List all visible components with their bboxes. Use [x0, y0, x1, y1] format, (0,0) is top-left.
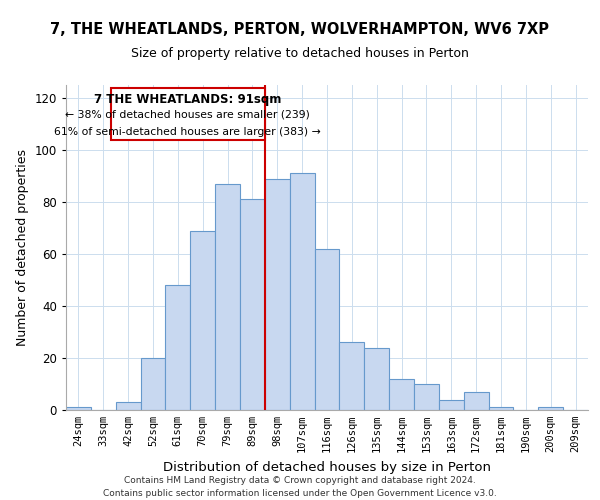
Bar: [439, 400, 464, 410]
Text: Contains public sector information licensed under the Open Government Licence v3: Contains public sector information licen…: [103, 489, 497, 498]
Bar: [116, 402, 140, 410]
Text: 7 THE WHEATLANDS: 91sqm: 7 THE WHEATLANDS: 91sqm: [94, 93, 281, 106]
Bar: [140, 358, 166, 410]
Bar: [314, 249, 340, 410]
Bar: [240, 200, 265, 410]
Bar: [166, 285, 190, 410]
Bar: [538, 408, 563, 410]
Bar: [488, 408, 514, 410]
Text: ← 38% of detached houses are smaller (239): ← 38% of detached houses are smaller (23…: [65, 110, 310, 120]
FancyBboxPatch shape: [111, 88, 265, 140]
Bar: [389, 379, 414, 410]
Text: Size of property relative to detached houses in Perton: Size of property relative to detached ho…: [131, 48, 469, 60]
Text: 61% of semi-detached houses are larger (383) →: 61% of semi-detached houses are larger (…: [55, 126, 321, 136]
Bar: [215, 184, 240, 410]
Bar: [265, 178, 290, 410]
Bar: [66, 408, 91, 410]
Bar: [340, 342, 364, 410]
Text: 7, THE WHEATLANDS, PERTON, WOLVERHAMPTON, WV6 7XP: 7, THE WHEATLANDS, PERTON, WOLVERHAMPTON…: [50, 22, 550, 38]
Text: Contains HM Land Registry data © Crown copyright and database right 2024.: Contains HM Land Registry data © Crown c…: [124, 476, 476, 485]
X-axis label: Distribution of detached houses by size in Perton: Distribution of detached houses by size …: [163, 460, 491, 473]
Bar: [290, 174, 314, 410]
Bar: [190, 230, 215, 410]
Bar: [414, 384, 439, 410]
Bar: [464, 392, 488, 410]
Bar: [364, 348, 389, 410]
Y-axis label: Number of detached properties: Number of detached properties: [16, 149, 29, 346]
